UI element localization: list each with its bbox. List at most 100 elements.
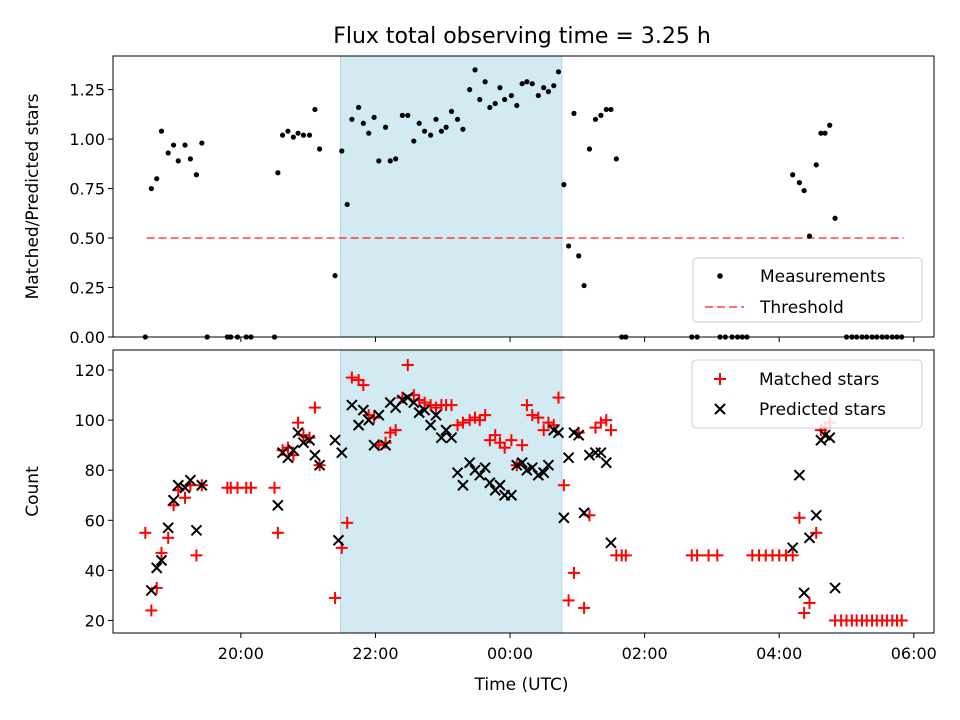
predicted-star-point	[457, 479, 469, 491]
measurement-point	[306, 132, 313, 138]
predicted-star-point	[363, 414, 375, 426]
bottom-y-axis-label: Count	[23, 466, 43, 517]
matched-star-point	[271, 526, 284, 539]
predicted-star-point	[379, 439, 392, 451]
measurement-point	[529, 81, 535, 87]
measurement-point	[349, 116, 355, 122]
measurement-point	[551, 83, 557, 89]
matched-star-point	[505, 434, 518, 447]
measurement-point	[182, 142, 188, 148]
matched-star-point	[532, 411, 545, 424]
measurement-point	[508, 92, 514, 99]
measurement-point	[339, 148, 345, 154]
predicted-star-point	[484, 477, 496, 489]
measurement-point	[428, 132, 434, 138]
top-legend: Measurements Threshold	[692, 257, 923, 323]
measurement-point	[571, 110, 577, 116]
predicted-star-point	[440, 424, 452, 436]
matched-star-point	[600, 414, 613, 427]
y-tick-label: 40	[85, 561, 105, 580]
predicted-star-point	[786, 542, 799, 554]
measurement-point	[555, 69, 562, 75]
matched-star-point	[895, 614, 908, 627]
matched-star-point	[424, 399, 437, 412]
predicted-star-point	[303, 434, 316, 446]
measurement-point	[193, 172, 200, 178]
predicted-star-point	[451, 467, 464, 479]
predicted-star-point	[272, 499, 284, 511]
x-tick-label: 20:00	[218, 644, 264, 663]
matched-star-point	[691, 549, 704, 562]
matched-star-point	[589, 421, 602, 434]
chart-title: Flux total observing time = 3.25 h	[333, 24, 711, 49]
matched-star-point	[418, 396, 431, 409]
legend-predicted-marker	[714, 403, 726, 415]
matched-star-point	[479, 409, 492, 422]
predicted-star-point	[505, 489, 518, 501]
matched-star-point	[810, 526, 823, 539]
measurement-point	[295, 130, 301, 136]
matched-star-point	[139, 526, 152, 539]
matched-star-point	[516, 439, 529, 452]
predicted-star-point	[373, 409, 385, 421]
measurement-point	[438, 128, 444, 134]
bottom-panel: 20 40 60 80 100 120 20:00 22:00 00:00 02:00 04:00 0…	[23, 349, 937, 695]
matched-star-point	[489, 429, 502, 442]
matched-star-point	[276, 444, 289, 457]
y-tick-label: 20	[85, 611, 105, 630]
predicted-star-point	[179, 482, 191, 494]
measurement-point	[360, 120, 366, 126]
predicted-star-point	[435, 431, 448, 444]
matched-star-point	[793, 511, 806, 524]
x-tick-label: 02:00	[622, 644, 668, 663]
matched-star-point	[473, 414, 486, 427]
measurement-point	[477, 96, 483, 103]
matched-star-point	[190, 549, 203, 562]
predicted-star-point	[595, 446, 607, 459]
measurement-point	[148, 185, 154, 192]
measurement-point	[487, 104, 493, 111]
matched-star-point	[463, 414, 476, 427]
predicted-star-point	[346, 399, 358, 411]
measurement-point	[460, 126, 466, 132]
predicted-star-point	[329, 434, 341, 446]
matched-star-point	[542, 416, 555, 429]
legend-measurements-label: Measurements	[760, 267, 886, 287]
measurement-point	[790, 172, 796, 178]
predicted-star-point	[803, 532, 816, 544]
matched-star-point	[619, 549, 632, 562]
matched-star-point	[520, 399, 533, 412]
y-tick-label: 0.50	[69, 229, 105, 248]
bottom-shaded-region	[339, 349, 563, 634]
bottom-legend-box	[691, 359, 923, 429]
matched-star-point	[798, 606, 811, 619]
measurement-point	[535, 92, 541, 99]
predicted-star-point	[516, 456, 528, 469]
legend-matched-marker	[714, 373, 726, 385]
matched-star-point	[268, 481, 281, 494]
matched-star-point	[526, 409, 539, 422]
matched-star-point	[711, 549, 724, 562]
measurement-point	[813, 162, 819, 168]
predicted-star-point	[474, 469, 486, 481]
predicted-star-point	[542, 459, 555, 471]
matched-star-point	[384, 426, 397, 439]
top-panel: 0.00 0.25 0.50 0.75 1.00 1.25 Matched/Predict…	[23, 55, 935, 347]
measurement-point	[356, 104, 362, 111]
matched-star-point	[567, 566, 580, 579]
predicted-star-point	[151, 562, 163, 574]
measurement-point	[467, 87, 473, 93]
measurement-point	[822, 130, 828, 136]
predicted-star-point	[196, 479, 208, 491]
matched-star-point	[430, 401, 443, 414]
matched-star-point	[456, 416, 469, 429]
matched-star-point	[786, 549, 799, 562]
measurement-point	[827, 122, 833, 128]
measurement-point	[482, 79, 488, 85]
measurement-point	[832, 215, 838, 221]
matched-star-point	[483, 434, 496, 447]
legend-threshold-label: Threshold	[759, 298, 844, 318]
predicted-star-point	[155, 554, 168, 567]
predicted-star-point	[829, 582, 841, 594]
